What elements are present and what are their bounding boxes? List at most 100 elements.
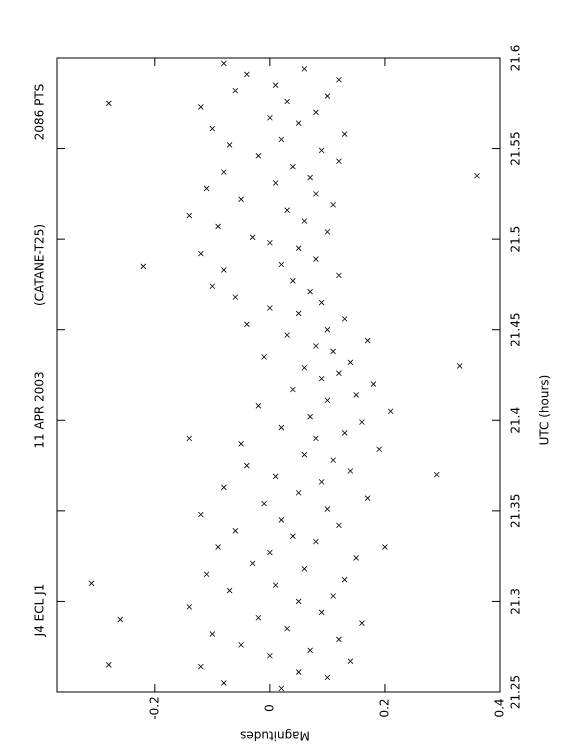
data-point [186, 435, 193, 442]
x-tick-label: 21.55 [509, 131, 523, 165]
data-point [203, 571, 210, 578]
data-point [290, 163, 296, 170]
data-point [209, 631, 216, 637]
data-point [267, 114, 273, 121]
x-axis-label: UTC (hours) [538, 375, 552, 446]
data-point [203, 185, 210, 192]
data-point [278, 136, 285, 143]
x-tick-label: 21.25 [509, 675, 523, 709]
data-point [301, 566, 308, 572]
x-tick-label: 21.45 [509, 313, 523, 347]
data-point [336, 76, 342, 83]
data-point [318, 299, 325, 306]
data-point [209, 125, 216, 132]
data-point [295, 120, 302, 126]
data-point [318, 375, 325, 382]
x-tick-label: 21.3 [509, 588, 523, 615]
points-count: 2086 PTS [33, 84, 47, 141]
data-point [249, 560, 256, 567]
data-point [209, 283, 216, 290]
data-point [307, 647, 313, 654]
x-tick-label: 21.5 [509, 226, 523, 253]
data-point [295, 489, 302, 496]
data-point [267, 239, 273, 246]
data-point [215, 544, 221, 550]
data-point [347, 658, 354, 664]
data-point [238, 642, 244, 648]
data-point [307, 413, 313, 420]
data-point [261, 354, 267, 360]
data-point [336, 370, 342, 376]
data-point [140, 263, 147, 270]
data-point [324, 229, 331, 235]
data-point [330, 348, 336, 355]
data-point [278, 517, 285, 523]
data-point [278, 424, 285, 431]
data-point [238, 196, 244, 203]
data-point [267, 549, 273, 556]
data-point [324, 326, 331, 333]
data-point [232, 87, 239, 94]
data-point [313, 109, 319, 116]
data-point [198, 663, 204, 670]
data-point [324, 506, 331, 512]
data-point [249, 234, 256, 241]
y-axis-label: Magnitudes [240, 729, 310, 743]
data-point [295, 310, 302, 317]
data-point [272, 473, 279, 480]
data-point [301, 451, 308, 458]
data-point [318, 479, 325, 485]
data-point [88, 580, 95, 587]
data-point [353, 392, 359, 398]
data-point [347, 468, 354, 474]
y-tick-label: 0.4 [493, 698, 507, 717]
data-point [267, 652, 273, 659]
data-point [290, 533, 296, 539]
data-point [387, 408, 394, 415]
data-point [295, 669, 302, 675]
data-point [474, 172, 480, 179]
data-point [238, 441, 244, 447]
data-point [353, 555, 359, 561]
chart-date: 11 APR 2003 [33, 371, 47, 448]
data-point [278, 261, 285, 268]
data-point [456, 363, 463, 369]
data-point [284, 332, 290, 338]
data-point [284, 98, 290, 105]
data-point [330, 593, 336, 599]
data-point [370, 381, 377, 387]
chart-title: J4 ECL J1 [33, 584, 47, 638]
data-point [117, 616, 124, 623]
data-point [313, 343, 319, 349]
data-point [244, 462, 250, 469]
data-point [341, 316, 348, 322]
data-point [301, 364, 308, 371]
data-point [313, 538, 319, 545]
data-point [226, 587, 233, 594]
data-point [295, 245, 302, 251]
data-point [341, 576, 348, 583]
data-point [278, 685, 285, 692]
data-point [232, 528, 239, 534]
data-point [244, 321, 250, 328]
data-point [341, 131, 348, 137]
data-point [341, 430, 348, 436]
data-point [105, 100, 112, 107]
data-point [347, 359, 354, 366]
data-point [336, 158, 342, 165]
data-point [221, 60, 227, 67]
data-point [324, 397, 331, 404]
data-point [232, 294, 239, 300]
data-point [272, 82, 279, 88]
data-point [221, 267, 227, 273]
data-point [433, 471, 440, 478]
data-point [255, 403, 262, 409]
data-point [336, 636, 342, 643]
data-point [226, 142, 233, 148]
y-tick-label: 0.2 [377, 698, 391, 717]
data-point [307, 174, 313, 181]
data-point [221, 169, 227, 175]
data-point [221, 680, 227, 686]
data-point [376, 446, 382, 453]
